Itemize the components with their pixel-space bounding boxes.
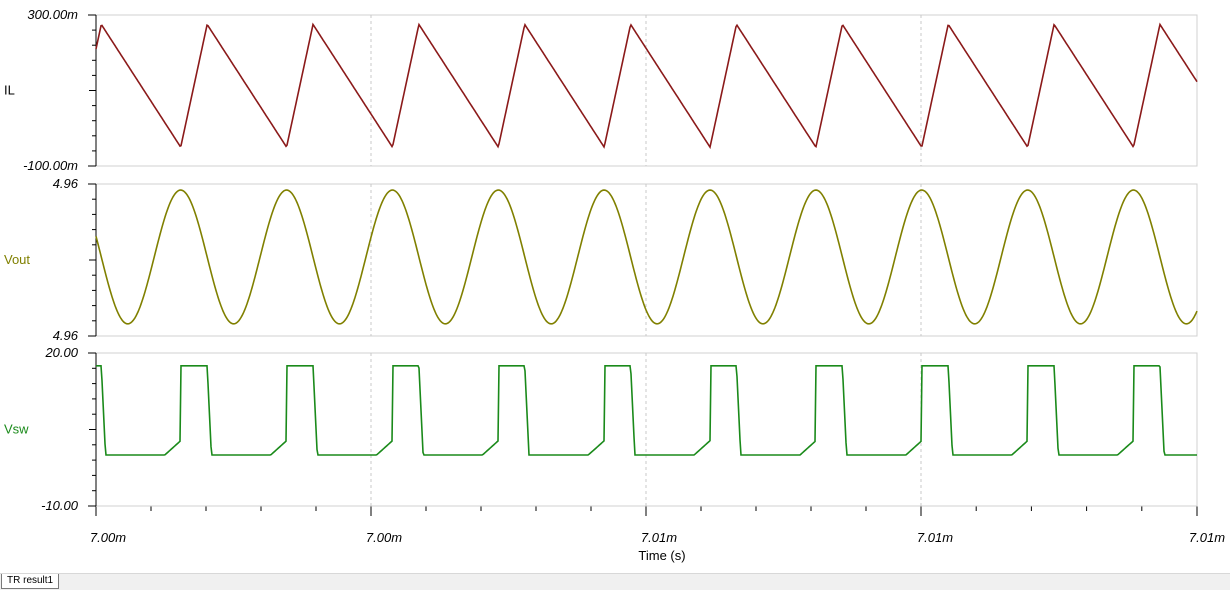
series-name-vout: Vout [4,252,30,267]
x-tick-label-3: 7.01m [917,530,953,545]
panel-frame-il [95,14,1198,167]
status-bar: TR result1 [0,573,1230,590]
series-line-vsw [96,364,1197,456]
y-max-label-vsw: 20.00 [44,345,78,360]
y-max-label-vout: 4.96 [53,176,79,191]
x-tick-label-2: 7.01m [641,530,677,545]
x-tick-label-4: 7.01m [1189,530,1225,545]
chart: 300.00m -100.00m IL 4.96 4.96 Vout 20.00 -10.00… [4,7,1225,563]
tab-tr-result1[interactable]: TR result1 [1,574,60,589]
panel-frame-vout [95,183,1198,337]
y-min-label-vout: 4.96 [53,328,79,343]
y-min-label-vsw: -10.00 [41,498,79,513]
x-axis-label: Time (s) [638,548,685,563]
x-tick-label-1: 7.00m [366,530,402,545]
series-name-il: IL [4,83,15,98]
series-line-il [95,22,1198,150]
y-min-label-il: -100.00m [23,158,78,173]
y-max-label-il: 300.00m [27,7,78,22]
series-name-vsw: Vsw [4,422,29,437]
x-tick-label-0: 7.00m [90,530,126,545]
panel-frame-vsw [95,352,1198,507]
series-line-vout [95,189,1198,325]
